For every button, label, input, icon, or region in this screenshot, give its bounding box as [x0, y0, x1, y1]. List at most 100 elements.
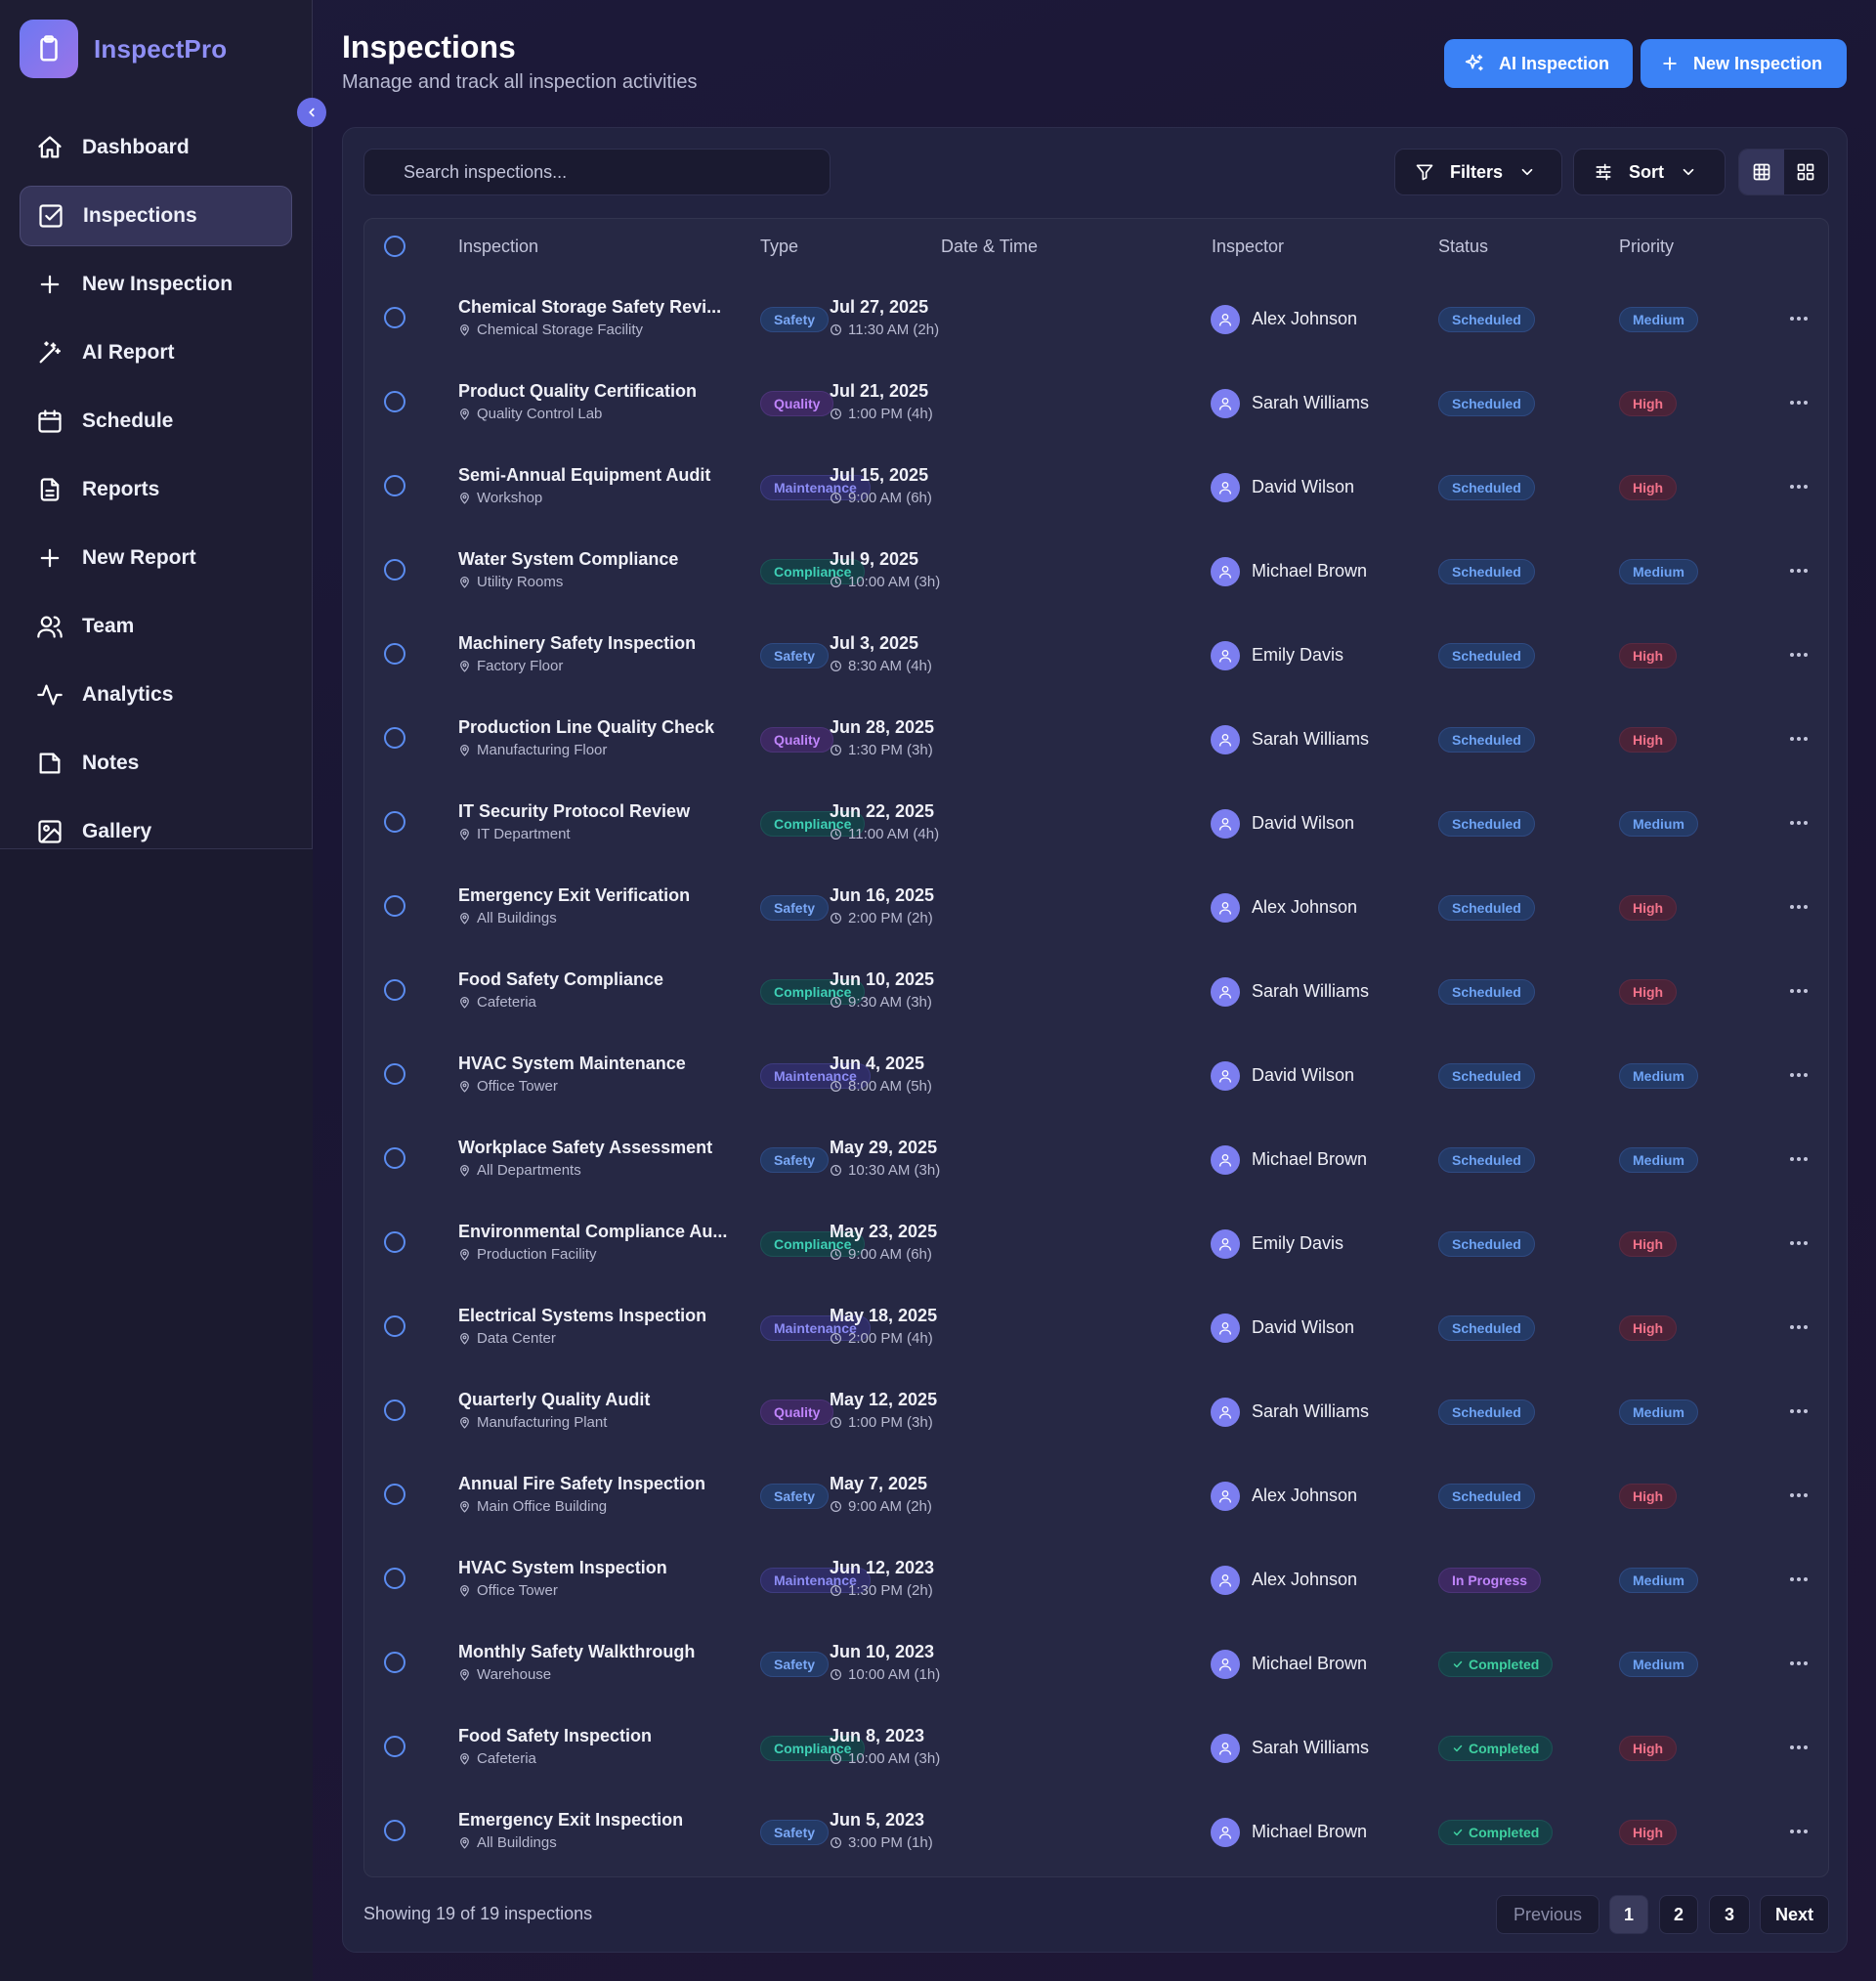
new-inspection-button[interactable]: New Inspection [1641, 39, 1847, 88]
table-row[interactable]: Annual Fire Safety Inspection Main Office… [364, 1452, 1828, 1536]
more-actions-icon[interactable] [1787, 645, 1811, 665]
more-actions-icon[interactable] [1787, 813, 1811, 833]
table-row[interactable]: Emergency Exit Verification All Buildings… [364, 864, 1828, 948]
column-header-priority[interactable]: Priority [1619, 237, 1675, 256]
inspection-name[interactable]: Emergency Exit Verification [458, 885, 691, 905]
inspection-name[interactable]: Environmental Compliance Au... [458, 1222, 728, 1241]
more-actions-icon[interactable] [1787, 1317, 1811, 1337]
table-row[interactable]: Food Safety Compliance Cafeteria Complianc… [364, 948, 1828, 1032]
sidebar-item-notes[interactable]: Notes [20, 733, 292, 794]
row-checkbox[interactable] [384, 979, 405, 1001]
inspection-name[interactable]: Emergency Exit Inspection [458, 1810, 684, 1830]
inspection-name[interactable]: HVAC System Maintenance [458, 1054, 686, 1073]
row-checkbox[interactable] [384, 895, 405, 917]
more-actions-icon[interactable] [1787, 1570, 1811, 1589]
sidebar-item-inspections[interactable]: Inspections [20, 186, 292, 246]
column-header-inspector[interactable]: Inspector [1212, 237, 1285, 256]
page-2-button[interactable]: 2 [1659, 1895, 1698, 1934]
column-header-status[interactable]: Status [1438, 237, 1489, 256]
row-checkbox[interactable] [384, 1568, 405, 1589]
sidebar-item-reports[interactable]: Reports [20, 459, 292, 520]
row-checkbox[interactable] [384, 727, 405, 749]
inspection-name[interactable]: Production Line Quality Check [458, 717, 715, 737]
table-row[interactable]: Emergency Exit Inspection All Buildings Sa… [364, 1788, 1828, 1873]
sidebar-item-analytics[interactable]: Analytics [20, 665, 292, 725]
inspection-name[interactable]: Quarterly Quality Audit [458, 1390, 651, 1409]
row-checkbox[interactable] [384, 1231, 405, 1253]
table-row[interactable]: Environmental Compliance Au... Production… [364, 1200, 1828, 1284]
inspection-name[interactable]: Workplace Safety Assessment [458, 1138, 713, 1157]
more-actions-icon[interactable] [1787, 1822, 1811, 1841]
row-checkbox[interactable] [384, 1400, 405, 1421]
page-1-button[interactable]: 1 [1609, 1895, 1648, 1934]
more-actions-icon[interactable] [1787, 1401, 1811, 1421]
more-actions-icon[interactable] [1787, 309, 1811, 328]
previous-page-button[interactable]: Previous [1496, 1895, 1599, 1934]
sidebar-item-dashboard[interactable]: Dashboard [20, 117, 292, 178]
more-actions-icon[interactable] [1787, 1149, 1811, 1169]
sort-button[interactable]: Sort [1573, 149, 1726, 195]
row-checkbox[interactable] [384, 1315, 405, 1337]
inspection-name[interactable]: HVAC System Inspection [458, 1558, 667, 1577]
row-checkbox[interactable] [384, 475, 405, 496]
table-row[interactable]: Chemical Storage Safety Revi... Chemical … [364, 276, 1828, 360]
page-3-button[interactable]: 3 [1709, 1895, 1750, 1934]
row-checkbox[interactable] [384, 643, 405, 665]
table-row[interactable]: Machinery Safety Inspection Factory Floor… [364, 612, 1828, 696]
inspection-name[interactable]: Water System Compliance [458, 549, 679, 569]
select-all-checkbox[interactable] [384, 236, 405, 257]
row-checkbox[interactable] [384, 391, 405, 412]
table-row[interactable]: HVAC System Inspection Office Tower Mainte… [364, 1536, 1828, 1620]
table-row[interactable]: Water System Compliance Utility Rooms Comp… [364, 528, 1828, 612]
ai-inspection-button[interactable]: AI Inspection [1444, 39, 1633, 88]
table-row[interactable]: IT Security Protocol Review IT Department… [364, 780, 1828, 864]
inspection-name[interactable]: IT Security Protocol Review [458, 801, 691, 821]
row-checkbox[interactable] [384, 1820, 405, 1841]
more-actions-icon[interactable] [1787, 1654, 1811, 1673]
row-checkbox[interactable] [384, 1147, 405, 1169]
more-actions-icon[interactable] [1787, 1486, 1811, 1505]
table-row[interactable]: Food Safety Inspection Cafeteria Complianc… [364, 1704, 1828, 1788]
next-page-button[interactable]: Next [1760, 1895, 1829, 1934]
row-checkbox[interactable] [384, 811, 405, 833]
more-actions-icon[interactable] [1787, 729, 1811, 749]
more-actions-icon[interactable] [1787, 1065, 1811, 1085]
more-actions-icon[interactable] [1787, 897, 1811, 917]
inspection-name[interactable]: Annual Fire Safety Inspection [458, 1474, 706, 1493]
search-input[interactable] [363, 149, 831, 195]
table-row[interactable]: Electrical Systems Inspection Data Center… [364, 1284, 1828, 1368]
inspection-name[interactable]: Monthly Safety Walkthrough [458, 1642, 696, 1661]
column-header-date-time[interactable]: Date & Time [941, 237, 1039, 256]
row-checkbox[interactable] [384, 1652, 405, 1673]
sidebar-item-schedule[interactable]: Schedule [20, 391, 292, 452]
table-row[interactable]: Monthly Safety Walkthrough Warehouse Safet… [364, 1620, 1828, 1704]
row-checkbox[interactable] [384, 1484, 405, 1505]
row-checkbox[interactable] [384, 1063, 405, 1085]
row-checkbox[interactable] [384, 559, 405, 581]
sidebar-item-new-inspection[interactable]: New Inspection [20, 254, 292, 315]
inspection-name[interactable]: Chemical Storage Safety Revi... [458, 297, 722, 317]
column-header-type[interactable]: Type [760, 237, 799, 256]
collapse-sidebar-button[interactable] [297, 98, 326, 127]
more-actions-icon[interactable] [1787, 1233, 1811, 1253]
brand[interactable]: InspectPro [20, 20, 227, 78]
more-actions-icon[interactable] [1787, 477, 1811, 496]
more-actions-icon[interactable] [1787, 561, 1811, 581]
card-view-button[interactable] [1784, 150, 1829, 194]
row-checkbox[interactable] [384, 1736, 405, 1757]
table-row[interactable]: Quarterly Quality Audit Manufacturing Pla… [364, 1368, 1828, 1452]
more-actions-icon[interactable] [1787, 1738, 1811, 1757]
table-view-button[interactable] [1739, 150, 1784, 194]
inspection-name[interactable]: Electrical Systems Inspection [458, 1306, 707, 1325]
table-row[interactable]: Semi-Annual Equipment Audit Workshop Maint… [364, 444, 1828, 528]
more-actions-icon[interactable] [1787, 981, 1811, 1001]
inspection-name[interactable]: Food Safety Compliance [458, 969, 664, 989]
row-checkbox[interactable] [384, 307, 405, 328]
table-row[interactable]: Product Quality Certification Quality Con… [364, 360, 1828, 444]
table-row[interactable]: Workplace Safety Assessment All Departmen… [364, 1116, 1828, 1200]
column-header-inspection[interactable]: Inspection [458, 237, 539, 256]
table-row[interactable]: HVAC System Maintenance Office Tower Maint… [364, 1032, 1828, 1116]
inspection-name[interactable]: Semi-Annual Equipment Audit [458, 465, 711, 485]
inspection-name[interactable]: Machinery Safety Inspection [458, 633, 697, 653]
table-row[interactable]: Production Line Quality Check Manufacturi… [364, 696, 1828, 780]
